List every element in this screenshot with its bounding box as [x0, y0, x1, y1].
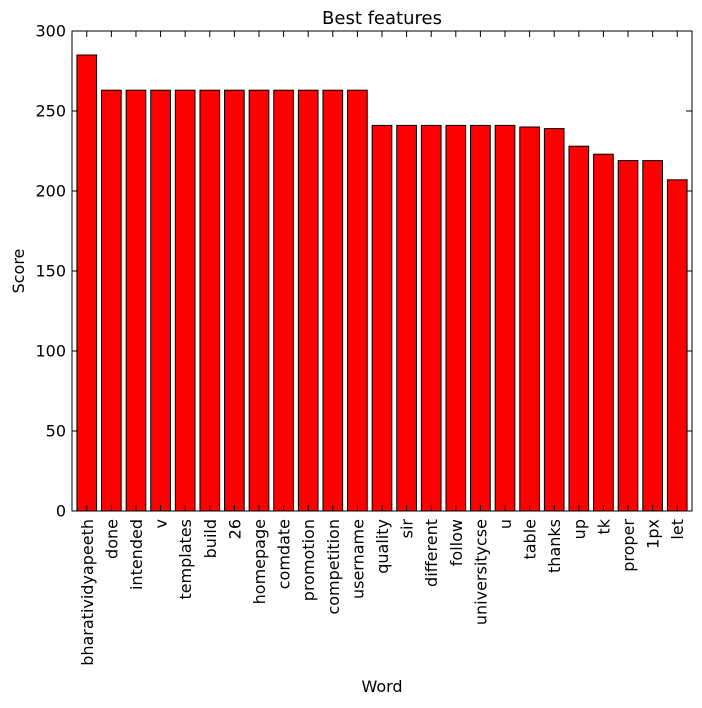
- bar-done: [101, 89, 122, 512]
- x-tick-label: bharatividyapeeth: [78, 519, 97, 666]
- x-tick-label: 1px: [644, 519, 663, 549]
- bar-v: [150, 89, 171, 512]
- bar-table: [519, 126, 540, 512]
- x-tick-label: build: [201, 519, 220, 558]
- x-tick-label: sir: [398, 519, 417, 539]
- bar-universitycse: [470, 124, 491, 512]
- bar-homepage: [248, 89, 270, 512]
- bar-1px: [642, 160, 663, 512]
- y-axis: 0 50 100 150 200 250 300: [35, 22, 692, 521]
- bar-templates: [174, 89, 196, 512]
- y-axis-label: Score: [9, 249, 28, 294]
- bar-tk: [593, 153, 614, 512]
- x-tick-label: universitycse: [471, 519, 490, 625]
- x-tick-label: follow: [447, 519, 466, 566]
- x-tick-label: 26: [225, 519, 244, 539]
- x-tick-label: u: [496, 519, 515, 529]
- bar-different: [420, 124, 442, 512]
- bar-username: [347, 89, 368, 512]
- x-tick-label: proper: [619, 519, 638, 572]
- x-tick-label: up: [570, 519, 589, 539]
- bar-build: [199, 89, 221, 512]
- bar-proper: [617, 160, 639, 512]
- x-tick-label: v: [152, 519, 171, 528]
- bar-u: [494, 124, 516, 512]
- x-tick-label: promotion: [299, 519, 318, 601]
- x-tick-label: homepage: [250, 519, 269, 604]
- y-tick-label: 300: [35, 22, 66, 41]
- bar-thanks: [543, 128, 565, 512]
- x-tick-label: comdate: [275, 519, 294, 589]
- x-tick-label: done: [102, 519, 121, 559]
- y-tick-label: 250: [35, 102, 66, 121]
- y-tick-label: 50: [46, 422, 66, 441]
- bar-bharatividyapeeth: [76, 54, 98, 512]
- x-tick-label: let: [668, 519, 687, 540]
- x-tick-label: intended: [127, 519, 146, 590]
- bar-quality: [371, 124, 393, 512]
- bar-comdate: [273, 89, 294, 512]
- x-tick-label: competition: [324, 519, 343, 615]
- bar-up: [568, 145, 590, 512]
- x-tick-label: tk: [594, 518, 613, 534]
- bar-intended: [125, 89, 147, 512]
- bar-sir: [396, 124, 417, 512]
- x-tick-label: table: [521, 519, 540, 560]
- bar-promotion: [297, 89, 319, 512]
- x-tick-label: quality: [373, 519, 392, 574]
- bar-let: [666, 179, 688, 512]
- x-tick-label: templates: [176, 519, 195, 600]
- y-tick-label: 0: [56, 502, 66, 521]
- bar-competition: [322, 89, 344, 512]
- x-axis: bharatividyapeeth done intended v templates b…: [78, 31, 687, 666]
- y-tick-label: 100: [35, 342, 66, 361]
- y-tick-label: 150: [35, 262, 66, 281]
- x-tick-label: thanks: [545, 519, 564, 573]
- x-tick-label: username: [348, 519, 367, 599]
- bar-26: [224, 89, 245, 512]
- chart-title: Best features: [322, 8, 442, 29]
- x-tick-label: different: [422, 519, 441, 587]
- x-axis-label: Word: [361, 677, 402, 696]
- bar-follow: [445, 124, 467, 512]
- bars-layer: [76, 54, 688, 512]
- y-tick-label: 200: [35, 182, 66, 201]
